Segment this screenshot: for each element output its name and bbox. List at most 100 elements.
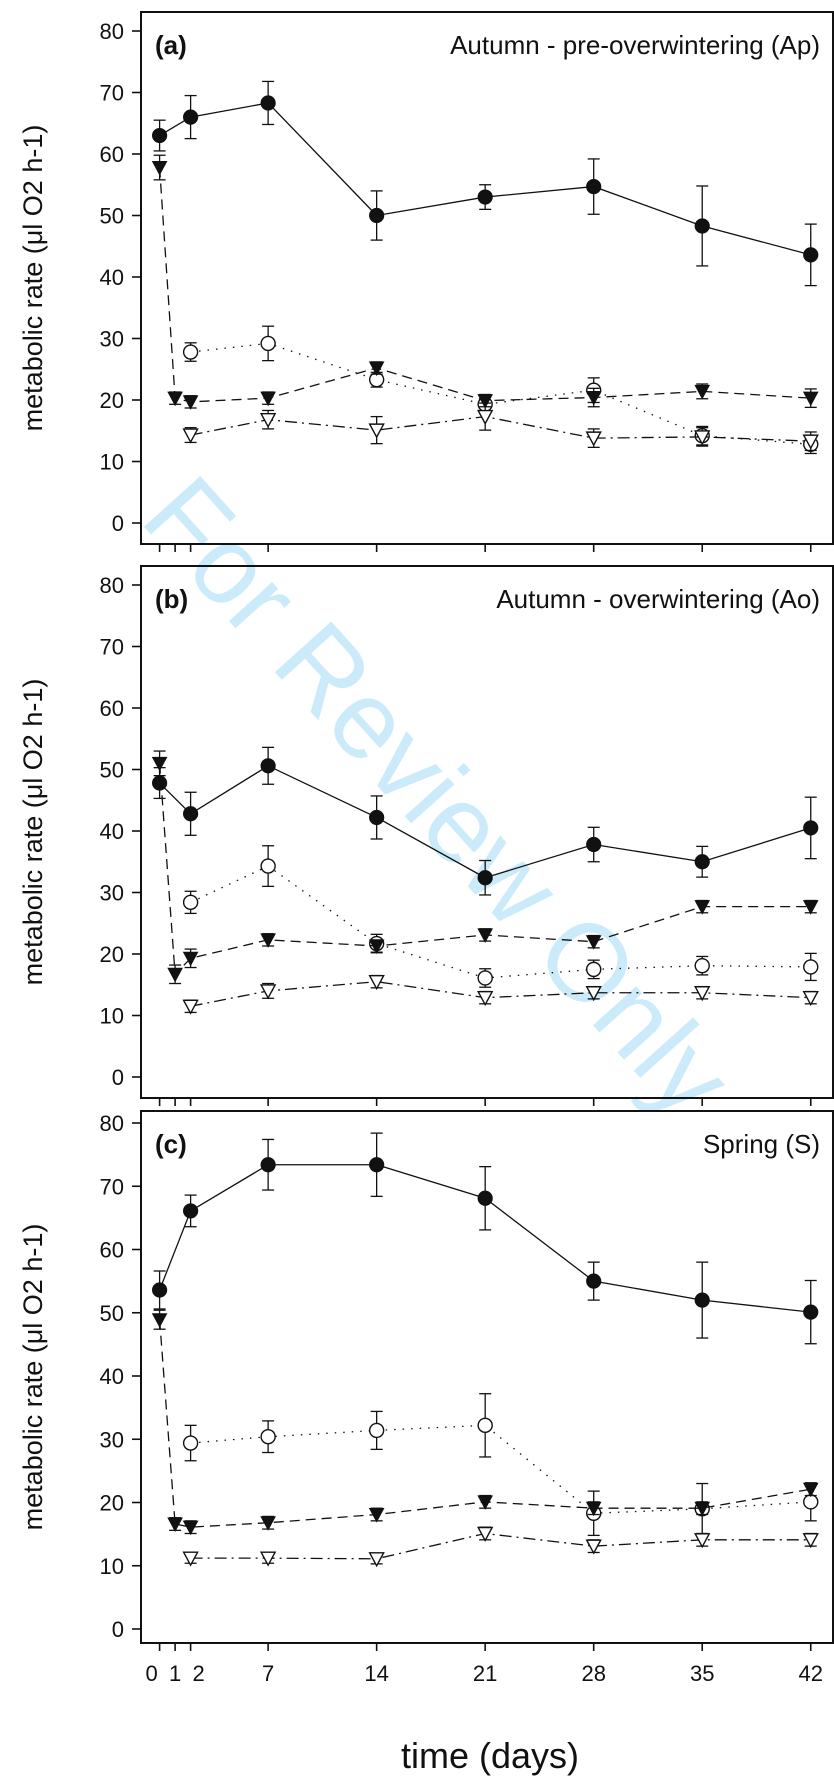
- data-point: [260, 933, 276, 948]
- panel-title: Autumn - pre-overwintering (Ap): [450, 30, 820, 60]
- series-filled-circle: [152, 80, 819, 287]
- series-open-triangle: [182, 1526, 819, 1568]
- x-tick-label: 21: [473, 1661, 497, 1686]
- series-line: [190, 1532, 811, 1560]
- data-point: [369, 1157, 385, 1173]
- data-point: [182, 951, 199, 967]
- y-tick-label: 70: [100, 1174, 124, 1199]
- data-point: [260, 335, 276, 352]
- y-tick-label: 60: [100, 142, 124, 167]
- data-point: [368, 1508, 385, 1523]
- data-point: [477, 1190, 493, 1206]
- y-tick-label: 70: [100, 81, 124, 106]
- x-tick-label: 2: [192, 1661, 204, 1686]
- data-point: [585, 1539, 602, 1555]
- data-point: [477, 928, 494, 943]
- x-tick-label: 7: [262, 1661, 274, 1686]
- data-point: [260, 1516, 276, 1531]
- chart-panel: 0 10 20 30 40 50 60 70 80 metabolic rate (μl O2 h…: [18, 565, 834, 1106]
- y-tick-label: 10: [100, 450, 124, 475]
- series-filled-triangle: [151, 1309, 819, 1536]
- data-point: [803, 1304, 819, 1320]
- data-point: [585, 431, 602, 447]
- data-point: [259, 984, 277, 1000]
- data-point: [182, 1551, 199, 1567]
- data-point: [694, 430, 711, 446]
- data-point: [183, 1203, 199, 1219]
- data-point: [694, 1292, 710, 1308]
- data-point: [802, 391, 819, 407]
- data-point: [477, 1417, 493, 1434]
- data-point: [477, 1526, 494, 1542]
- y-tick-label: 10: [100, 1554, 124, 1579]
- data-point: [802, 434, 819, 450]
- data-point: [477, 1495, 494, 1510]
- data-point: [694, 1501, 711, 1517]
- data-point: [694, 854, 710, 870]
- data-point: [368, 1552, 385, 1568]
- y-axis-label: metabolic rate (μl O2 h-1): [18, 125, 48, 432]
- data-point: [152, 775, 168, 791]
- data-point: [167, 391, 183, 407]
- panel-title: Autumn - overwintering (Ao): [496, 584, 820, 614]
- y-tick-label: 30: [100, 327, 124, 352]
- data-point: [182, 395, 199, 410]
- data-point: [477, 970, 493, 986]
- data-point: [477, 394, 494, 409]
- data-point: [586, 178, 602, 195]
- y-tick-label: 50: [100, 204, 124, 229]
- y-tick-label: 20: [100, 942, 124, 967]
- data-point: [151, 161, 168, 176]
- data-point: [585, 986, 602, 1002]
- data-point: [694, 900, 711, 915]
- plot-frame: [140, 565, 834, 1099]
- data-point: [802, 1482, 819, 1498]
- data-point: [802, 900, 819, 915]
- y-tick-label: 60: [100, 696, 124, 721]
- chart-panel: 0 10 20 30 40 50 60 70 80 metabolic rate (μl O2 h…: [18, 1110, 834, 1651]
- y-tick-label: 50: [100, 758, 124, 783]
- data-point: [182, 428, 199, 444]
- chart-panel: 0 10 20 30 40 50 60 70 80 metabolic rate (μl O2 h…: [18, 11, 834, 552]
- panel-tag: (a): [155, 30, 187, 60]
- y-tick-label: 60: [100, 1238, 124, 1263]
- y-tick-label: 40: [100, 819, 124, 844]
- plot-frame: [140, 1110, 834, 1644]
- data-point: [260, 1429, 276, 1445]
- y-tick-label: 30: [100, 1427, 124, 1452]
- panel-title: Spring (S): [703, 1129, 820, 1159]
- data-point: [477, 990, 494, 1007]
- data-point: [182, 1520, 199, 1536]
- data-point: [586, 836, 602, 853]
- data-point: [585, 1501, 602, 1517]
- data-point: [183, 109, 199, 125]
- data-point: [369, 207, 385, 224]
- data-point: [152, 1282, 168, 1298]
- y-tick-label: 40: [100, 265, 124, 290]
- series-open-circle: [182, 845, 819, 988]
- series-filled-circle: [152, 1132, 819, 1345]
- y-tick-label: 40: [100, 1364, 124, 1389]
- x-tick-label: 14: [364, 1661, 388, 1686]
- y-tick-label: 80: [100, 1111, 124, 1136]
- y-tick-label: 0: [112, 511, 124, 536]
- data-point: [694, 384, 711, 400]
- y-axis-label: metabolic rate (μl O2 h-1): [18, 679, 48, 986]
- data-point: [182, 1435, 199, 1451]
- data-point: [182, 344, 199, 360]
- x-tick-labels: 0 1 2 7 14 21 28 35 42: [145, 1661, 823, 1686]
- data-point: [585, 935, 602, 950]
- x-axis-label: time (days): [401, 1735, 579, 1776]
- panel-tag: (b): [155, 584, 188, 614]
- data-point: [183, 806, 199, 822]
- y-tick-label: 20: [100, 388, 124, 413]
- plot-frame: [140, 11, 834, 545]
- data-point: [694, 986, 711, 1002]
- panels: 0 10 20 30 40 50 60 70 80 metabolic rate (μl O2 h…: [18, 11, 834, 1686]
- series-line: [190, 981, 811, 1007]
- y-tick-label: 20: [100, 1491, 124, 1516]
- data-point: [802, 990, 819, 1007]
- watermark: For Review Only: [120, 454, 755, 1140]
- panel-tag: (c): [155, 1129, 187, 1159]
